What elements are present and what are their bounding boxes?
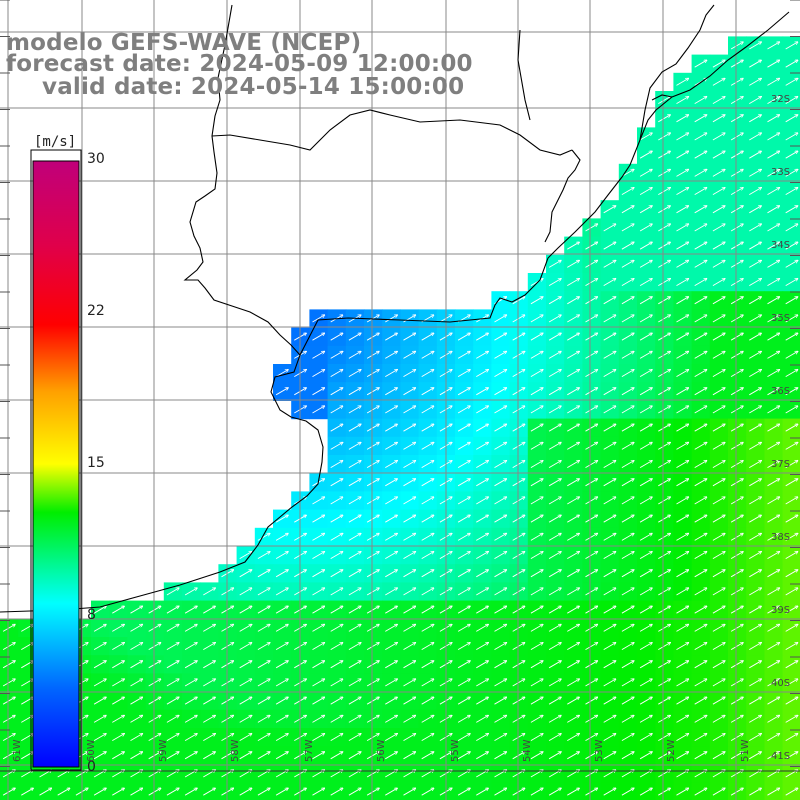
lon-label: 59W: [158, 739, 169, 762]
lon-label: 58W: [230, 739, 241, 762]
colorbar-gradient: [32, 160, 80, 768]
lat-label: 35S: [771, 313, 791, 324]
wind-speed-field: [0, 36, 800, 800]
lon-label: 51W: [740, 739, 751, 762]
colorbar: [30, 149, 82, 771]
forecast-date: forecast date: 2024-05-09 12:00:00: [6, 51, 473, 77]
lat-label: 32S: [771, 94, 791, 105]
colorbar-tick: 22: [87, 303, 105, 319]
lat-label: 36S: [771, 386, 791, 397]
lon-label: 53W: [594, 739, 605, 762]
lon-label: 57W: [304, 739, 315, 762]
lon-label: 56W: [376, 739, 387, 762]
lat-label: 37S: [771, 459, 791, 470]
lon-label: 60W: [86, 739, 97, 762]
lat-label: 39S: [771, 605, 791, 616]
lat-label: 38S: [771, 532, 791, 543]
lat-label: 33S: [771, 167, 791, 178]
colorbar-tick: 30: [87, 151, 105, 167]
colorbar-unit: [m/s]: [34, 134, 77, 150]
field-cell: [782, 782, 800, 800]
lon-label: 52W: [666, 739, 677, 762]
lon-label: 54W: [522, 739, 533, 762]
lat-label: 41S: [771, 751, 791, 762]
lon-label: 55W: [450, 739, 461, 762]
lat-label: 40S: [771, 678, 791, 689]
lat-label: 34S: [771, 240, 791, 251]
valid-date: valid date: 2024-05-14 15:00:00: [42, 74, 465, 100]
colorbar-tick: 15: [87, 455, 105, 471]
lon-label: 61W: [12, 739, 23, 762]
colorbar-tick: 8: [87, 607, 96, 623]
